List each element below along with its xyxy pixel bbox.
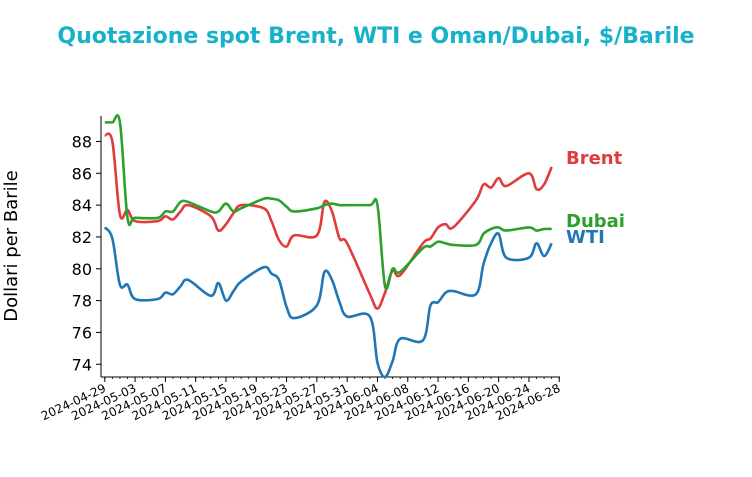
y-tick-label: 78 [72,292,92,311]
series-line-dubai [104,114,552,290]
y-tick-label: 76 [72,323,92,342]
y-tick-label: 84 [72,196,92,215]
y-tick-label: 88 [72,132,92,151]
series-line-brent [103,132,553,310]
series-lines [103,114,553,379]
chart-title: Quotazione spot Brent, WTI e Oman/Dubai,… [57,24,695,49]
y-tick-label: 86 [72,164,92,183]
series-label-dubai: Dubai [566,211,625,232]
series-label-brent: Brent [566,148,623,169]
y-axis-label: Dollari per Barile [1,170,22,322]
series-label-wti: WTI [566,227,605,248]
y-tick-label: 82 [72,228,92,247]
series-line-wti [103,226,553,379]
y-tick-label: 74 [72,355,92,374]
y-tick-label: 80 [72,260,92,279]
